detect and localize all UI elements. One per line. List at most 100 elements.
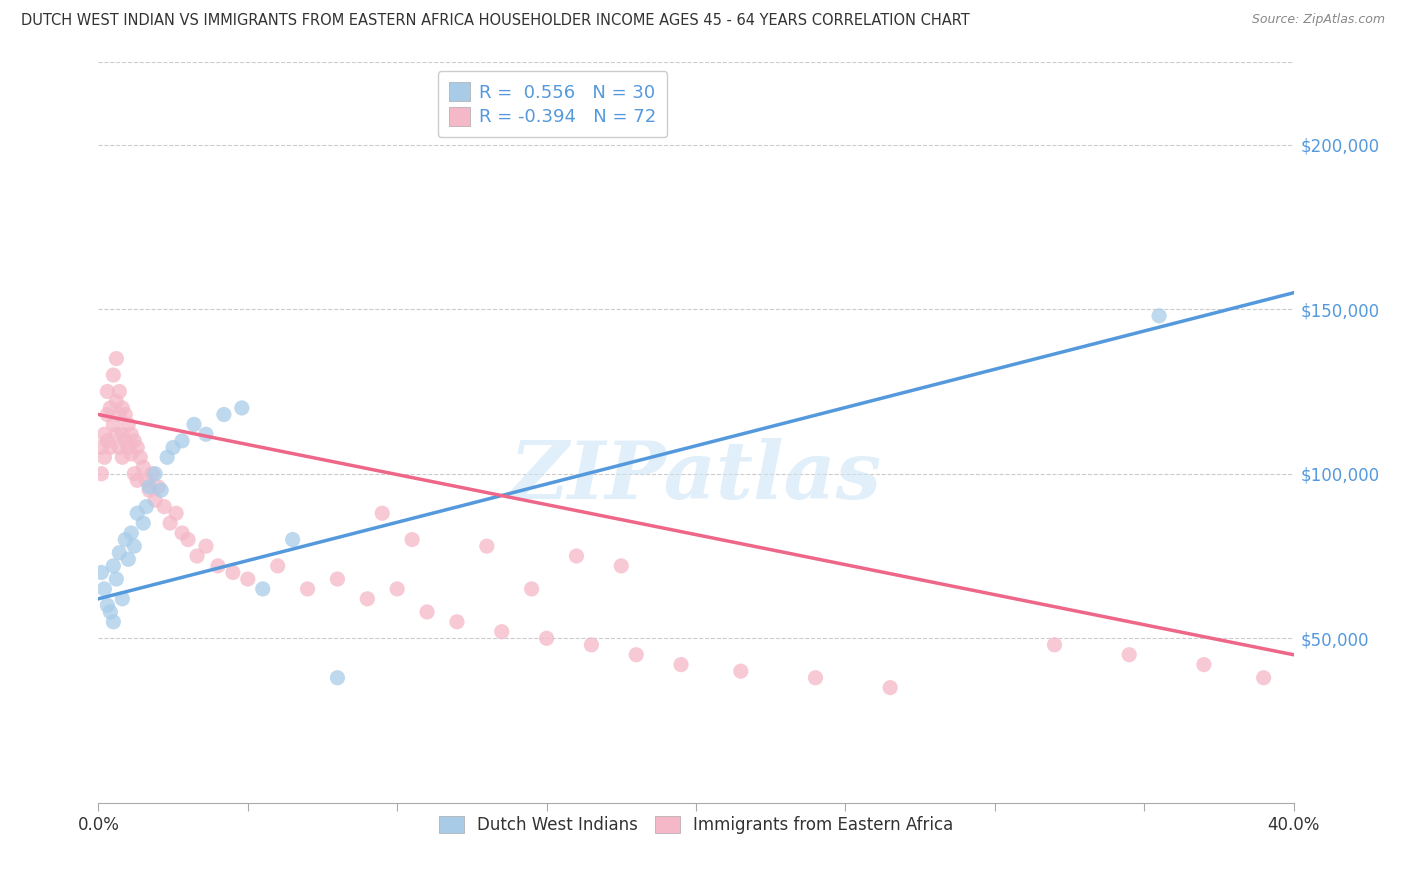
Point (195, 427, 218, 442)
Point (96, 408, 118, 422)
Point (111, 427, 134, 442)
Point (105, 351, 128, 366)
Point (117, 417, 139, 432)
Point (105, 394, 128, 409)
Point (141, 467, 163, 481)
Point (127, 506, 149, 520)
Point (90, 467, 112, 481)
Point (162, 441, 184, 455)
Point (114, 434, 136, 448)
Point (150, 483, 173, 498)
Point (1043, 638, 1066, 652)
Point (159, 516, 181, 530)
Point (127, 441, 149, 455)
Point (93, 427, 115, 442)
Point (297, 582, 319, 596)
Point (1253, 671, 1275, 685)
Point (124, 467, 146, 481)
Point (143, 493, 166, 508)
Point (114, 408, 136, 422)
Point (207, 558, 229, 573)
Point (98, 605, 122, 619)
Point (108, 384, 131, 399)
Point (183, 417, 205, 432)
Point (132, 460, 155, 475)
Point (148, 480, 170, 494)
Point (93, 582, 115, 596)
Point (138, 483, 160, 498)
Point (581, 638, 603, 652)
Point (105, 572, 128, 586)
Point (371, 506, 394, 520)
Point (385, 582, 409, 596)
Point (565, 549, 588, 563)
Point (879, 681, 901, 695)
Point (446, 615, 468, 629)
Point (132, 516, 155, 530)
Point (804, 671, 827, 685)
Point (90, 441, 112, 455)
Point (108, 546, 131, 560)
Point (195, 539, 218, 553)
Point (143, 467, 166, 481)
Point (222, 566, 245, 580)
Point (90, 566, 112, 580)
Point (117, 552, 139, 566)
Point (172, 526, 194, 541)
Point (491, 624, 513, 639)
Point (326, 572, 349, 586)
Point (252, 582, 274, 596)
Point (111, 401, 134, 415)
Point (231, 401, 253, 415)
Point (1192, 657, 1215, 672)
Point (610, 558, 633, 573)
Point (186, 549, 208, 563)
Point (326, 671, 349, 685)
Point (536, 632, 558, 646)
Point (520, 582, 543, 596)
Point (475, 539, 498, 553)
Point (103, 558, 125, 573)
Point (401, 533, 423, 547)
Point (103, 615, 125, 629)
Point (177, 533, 200, 547)
Point (96, 599, 118, 613)
Point (120, 427, 142, 442)
Point (98, 441, 122, 455)
Text: DUTCH WEST INDIAN VS IMMIGRANTS FROM EASTERN AFRICA HOUSEHOLDER INCOME AGES 45 -: DUTCH WEST INDIAN VS IMMIGRANTS FROM EAS… (21, 13, 970, 29)
Point (1118, 648, 1140, 662)
Text: Source: ZipAtlas.com: Source: ZipAtlas.com (1251, 13, 1385, 27)
Point (117, 441, 139, 455)
Point (124, 434, 146, 448)
Point (172, 434, 194, 448)
Point (98, 401, 122, 415)
Point (96, 384, 118, 399)
Point (669, 657, 692, 672)
Point (111, 591, 134, 606)
Point (105, 427, 128, 442)
Point (124, 539, 146, 553)
Point (108, 441, 131, 455)
Point (212, 408, 235, 422)
Point (153, 500, 176, 514)
Point (114, 533, 136, 547)
Point (416, 605, 439, 619)
Point (111, 450, 134, 465)
Point (93, 450, 115, 465)
Point (103, 368, 125, 382)
Point (120, 447, 142, 461)
Point (267, 558, 290, 573)
Point (108, 408, 131, 422)
Point (165, 506, 187, 520)
Legend: Dutch West Indians, Immigrants from Eastern Africa: Dutch West Indians, Immigrants from East… (430, 808, 962, 843)
Point (138, 480, 160, 494)
Text: ZIPatlas: ZIPatlas (510, 438, 882, 516)
Point (281, 533, 304, 547)
Point (127, 473, 149, 487)
Point (135, 473, 157, 487)
Point (103, 417, 125, 432)
Point (120, 526, 142, 541)
Point (135, 500, 157, 514)
Point (730, 664, 752, 678)
Point (156, 450, 179, 465)
